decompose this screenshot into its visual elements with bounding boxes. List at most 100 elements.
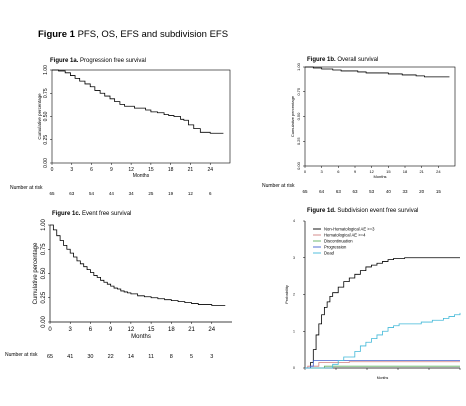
series-line-d-4 xyxy=(305,312,461,369)
y-tick-label-a-0: 0.00 xyxy=(43,158,49,168)
risk-value-b-6: 33 xyxy=(402,189,408,194)
plot-frame-b xyxy=(304,66,456,167)
y-tick-label-a-2: 0.50 xyxy=(43,111,49,121)
y-tick-label-c-2: 0.50 xyxy=(41,267,47,279)
x-tick-label-c-2: 6 xyxy=(89,327,93,333)
legend-label-4: Dead xyxy=(324,251,335,256)
panel-b-title: Figure 1b. Overall survival xyxy=(307,57,378,63)
panel-a-title-text: Progression free survival xyxy=(80,58,147,64)
x-tick-label-a-4: 12 xyxy=(128,167,134,173)
x-tick-label-b-2: 6 xyxy=(337,169,340,174)
y-tick-label-d-1: 1 xyxy=(293,329,295,333)
y-tick-label-c-1: 0.25 xyxy=(41,291,47,303)
x-tick-label-b-3: 9 xyxy=(354,169,357,174)
series-line-d-1 xyxy=(305,361,460,369)
series-line-c-0 xyxy=(50,224,226,306)
y-tick-label-c-0: 0.00 xyxy=(41,316,47,328)
y-tick-label-d-2: 2 xyxy=(293,293,295,297)
y-axis-label-a: Cumulative percentage xyxy=(37,93,42,140)
figure-title: Figure 1 PFS, OS, EFS and subdivision EF… xyxy=(38,29,228,40)
risk-value-c-4: 14 xyxy=(128,354,134,360)
x-tick-label-c-3: 9 xyxy=(109,327,113,333)
x-tick-label-c-5: 15 xyxy=(148,327,155,333)
x-tick-label-b-1: 3 xyxy=(321,169,324,174)
x-tick-label-a-8: 24 xyxy=(207,167,213,173)
x-tick-label-c-7: 21 xyxy=(188,327,195,333)
panel-b-title-prefix: Figure 1b. xyxy=(307,57,336,63)
risk-value-c-6: 8 xyxy=(170,354,173,360)
x-tick-label-b-8: 24 xyxy=(436,169,441,174)
legend-label-0: Non-Hematological AE >=3 xyxy=(324,227,375,232)
risk-value-a-4: 34 xyxy=(129,191,135,196)
y-tick-label-b-4: 1.00 xyxy=(296,62,301,71)
panel-d-title-text: Subdivision event free survival xyxy=(337,208,419,214)
panel-c-title-text: Event free survival xyxy=(82,211,132,217)
y-tick-label-b-0: 0.00 xyxy=(296,161,301,170)
risk-value-b-1: 64 xyxy=(319,189,325,194)
panel-d-title-prefix: Figure 1d. xyxy=(307,208,336,214)
y-tick-label-b-2: 0.50 xyxy=(296,112,301,121)
y-axis-label-b: Cumulative percentage xyxy=(290,95,295,137)
y-tick-label-b-3: 0.75 xyxy=(296,87,301,96)
risk-value-b-3: 63 xyxy=(352,189,358,194)
risk-value-c-0: 65 xyxy=(47,354,53,360)
panel-b-title-text: Overall survival xyxy=(337,57,379,63)
legend-label-3: Progression xyxy=(324,245,347,250)
y-tick-label-c-3: 0.75 xyxy=(41,243,47,255)
x-tick-label-b-4: 12 xyxy=(369,169,374,174)
risk-label-b: Number at risk xyxy=(262,183,295,189)
legend-label-1: Hematological AE >=4 xyxy=(324,233,366,238)
panel-d-title: Figure 1d. Subdivision event free surviv… xyxy=(307,208,418,214)
x-tick-label-c-6: 18 xyxy=(168,327,175,333)
risk-value-c-2: 30 xyxy=(87,354,93,360)
y-tick-label-b-1: 0.25 xyxy=(296,137,301,146)
y-tick-label-c-4: 1.00 xyxy=(41,219,47,231)
panel-a-title-prefix: Figure 1a. xyxy=(50,58,79,64)
series-line-a-0 xyxy=(52,69,224,134)
risk-value-c-8: 3 xyxy=(210,354,213,360)
risk-value-c-7: 5 xyxy=(190,354,193,360)
x-tick-label-a-7: 21 xyxy=(188,167,194,173)
y-tick-label-a-1: 0.25 xyxy=(43,135,49,145)
x-tick-label-b-0: 0 xyxy=(304,169,307,174)
series-line-d-0 xyxy=(305,257,460,369)
x-tick-label-b-6: 18 xyxy=(403,169,408,174)
risk-value-a-3: 44 xyxy=(109,191,115,196)
risk-value-a-5: 25 xyxy=(148,191,154,196)
y-tick-label-a-3: 0.75 xyxy=(43,88,49,98)
risk-value-a-8: 6 xyxy=(209,191,212,196)
risk-value-b-5: 40 xyxy=(386,189,392,194)
x-tick-label-b-5: 15 xyxy=(386,169,391,174)
figure-title-text: PFS, OS, EFS and subdivision EFS xyxy=(77,29,229,40)
risk-value-a-7: 12 xyxy=(188,191,194,196)
x-axis-label-b: Months xyxy=(373,174,386,179)
risk-value-b-4: 53 xyxy=(369,189,375,194)
x-tick-label-a-3: 9 xyxy=(110,167,113,173)
risk-value-a-2: 54 xyxy=(89,191,95,196)
plot-frame-a xyxy=(51,69,231,164)
x-axis-label-d: Months xyxy=(377,376,389,380)
y-tick-label-d-0: 0 xyxy=(293,366,295,370)
risk-value-a-6: 19 xyxy=(168,191,174,196)
x-tick-label-a-6: 18 xyxy=(168,167,174,173)
risk-value-b-0: 65 xyxy=(302,189,308,194)
risk-value-c-1: 41 xyxy=(67,354,73,360)
y-tick-label-a-4: 1.00 xyxy=(43,65,49,75)
risk-value-c-3: 22 xyxy=(108,354,114,360)
x-tick-label-a-0: 0 xyxy=(51,167,54,173)
x-tick-label-c-1: 3 xyxy=(69,327,73,333)
series-line-b-0 xyxy=(305,66,450,78)
risk-label-c: Number at risk xyxy=(5,352,38,358)
y-tick-label-d-4: 4 xyxy=(293,219,295,223)
x-axis-label-a: Months xyxy=(133,173,150,179)
risk-label-a: Number at risk xyxy=(10,185,43,191)
risk-value-b-8: 15 xyxy=(436,189,442,194)
y-axis-label-d: Probability xyxy=(284,285,289,304)
x-tick-label-a-5: 15 xyxy=(148,167,154,173)
risk-value-c-5: 11 xyxy=(148,354,154,360)
x-axis-label-c: Months xyxy=(131,334,151,340)
x-tick-label-c-0: 0 xyxy=(48,327,52,333)
panel-a-title: Figure 1a. Progression free survival xyxy=(50,58,146,64)
x-tick-label-a-1: 3 xyxy=(70,167,73,173)
